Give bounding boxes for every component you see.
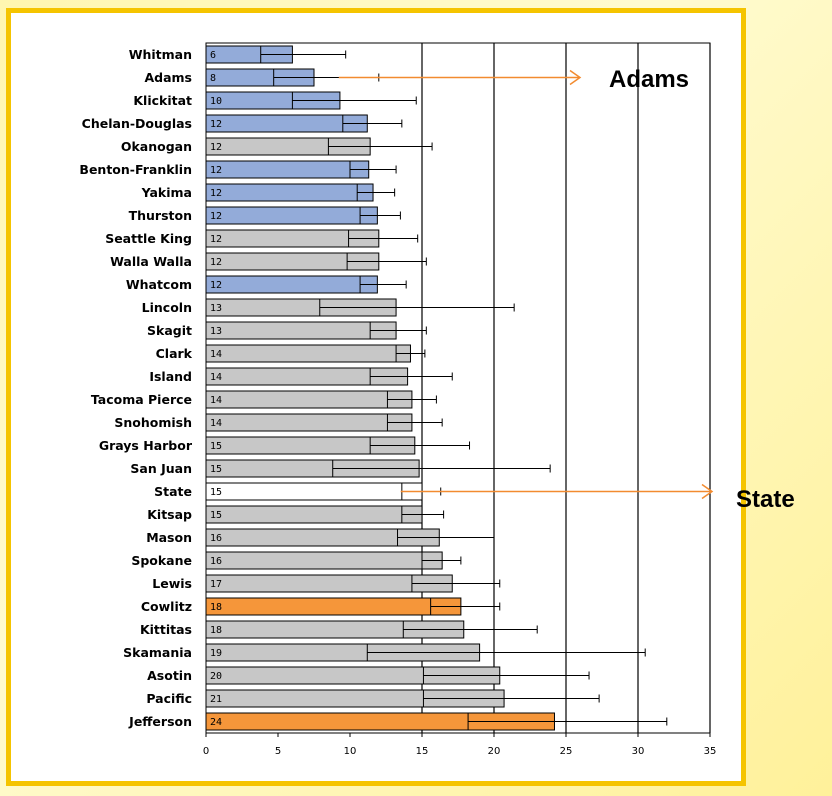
bar — [205, 597, 462, 616]
category-label: Whitman — [129, 47, 192, 62]
category-label: Lewis — [152, 576, 192, 591]
bar — [205, 321, 397, 340]
data-label: 14 — [210, 372, 222, 383]
labels-layer: 6 Whitman 8 Adams 10 Klickitat 12 Chelan-Dougla… — [79, 47, 222, 729]
data-label: 6 — [210, 50, 216, 61]
data-label: 15 — [210, 441, 222, 452]
category-label: Chelan-Douglas — [82, 116, 192, 131]
data-label: 8 — [210, 73, 216, 84]
bar — [205, 206, 378, 225]
bar — [205, 183, 374, 202]
data-label: 12 — [210, 165, 222, 176]
data-label: 16 — [210, 533, 222, 544]
data-label: 20 — [210, 671, 222, 682]
callout-label: State — [736, 486, 795, 513]
x-tick-label: 15 — [416, 746, 429, 757]
x-tick-label: 5 — [275, 746, 281, 757]
data-label: 17 — [210, 579, 222, 590]
data-label: 19 — [210, 648, 222, 659]
bar — [205, 390, 413, 409]
arrow-head — [569, 69, 582, 86]
category-label: Skamania — [123, 645, 192, 660]
grid-layer — [205, 42, 711, 734]
category-label: Kittitas — [140, 622, 192, 637]
category-label: Whatcom — [126, 277, 192, 292]
data-label: 15 — [210, 510, 222, 521]
data-label: 15 — [210, 487, 222, 498]
data-label: 13 — [210, 326, 222, 337]
bar — [205, 482, 423, 501]
category-label: Grays Harbor — [99, 438, 193, 453]
category-label: Cowlitz — [141, 599, 192, 614]
category-label: Island — [149, 369, 192, 384]
category-label: State — [154, 484, 192, 499]
category-label: Kitsap — [147, 507, 192, 522]
data-label: 21 — [210, 694, 222, 705]
data-label: 10 — [210, 96, 222, 107]
x-tick-label: 0 — [203, 746, 209, 757]
category-label: Adams — [144, 70, 192, 85]
x-tick-label: 35 — [704, 746, 717, 757]
category-label: Thurston — [129, 208, 192, 223]
bar — [205, 275, 378, 294]
callout-label: Adams — [609, 66, 689, 93]
bar — [205, 505, 423, 524]
category-label: Skagit — [147, 323, 192, 338]
bar — [205, 344, 411, 363]
bars-layer — [205, 45, 668, 731]
x-tick-label: 20 — [488, 746, 501, 757]
category-label: Clark — [156, 346, 193, 361]
data-label: 12 — [210, 188, 222, 199]
data-label: 24 — [210, 717, 222, 728]
category-label: Pacific — [146, 691, 192, 706]
data-label: 13 — [210, 303, 222, 314]
category-label: San Juan — [130, 461, 192, 476]
x-tick-label: 10 — [344, 746, 357, 757]
category-label: Walla Walla — [110, 254, 192, 269]
data-label: 12 — [210, 142, 222, 153]
category-label: Spokane — [131, 553, 192, 568]
arrow-head — [701, 483, 714, 500]
data-label: 12 — [210, 280, 222, 291]
category-label: Asotin — [147, 668, 192, 683]
data-label: 12 — [210, 257, 222, 268]
data-label: 14 — [210, 418, 222, 429]
category-label: Lincoln — [142, 300, 192, 315]
x-tick-label: 30 — [632, 746, 645, 757]
category-label: Tacoma Pierce — [91, 392, 192, 407]
data-label: 15 — [210, 464, 222, 475]
data-label: 14 — [210, 395, 222, 406]
data-label: 16 — [210, 556, 222, 567]
data-label: 18 — [210, 625, 222, 636]
category-label: Yakima — [141, 185, 192, 200]
bar — [205, 551, 443, 570]
data-label: 18 — [210, 602, 222, 613]
axis-layer: 0 5 10 15 20 25 30 35 — [203, 733, 717, 757]
category-label: Jefferson — [128, 714, 192, 729]
category-label: Benton-Franklin — [79, 162, 192, 177]
category-label: Okanogan — [121, 139, 192, 154]
annotation-layer: Adams State — [338, 66, 795, 513]
category-label: Snohomish — [114, 415, 192, 430]
data-label: 12 — [210, 211, 222, 222]
x-tick-label: 25 — [560, 746, 573, 757]
bar — [205, 160, 370, 179]
category-label: Mason — [146, 530, 192, 545]
category-label: Klickitat — [133, 93, 192, 108]
data-label: 14 — [210, 349, 222, 360]
data-label: 12 — [210, 119, 222, 130]
category-label: Seattle King — [105, 231, 192, 246]
bar — [205, 413, 413, 432]
data-label: 12 — [210, 234, 222, 245]
